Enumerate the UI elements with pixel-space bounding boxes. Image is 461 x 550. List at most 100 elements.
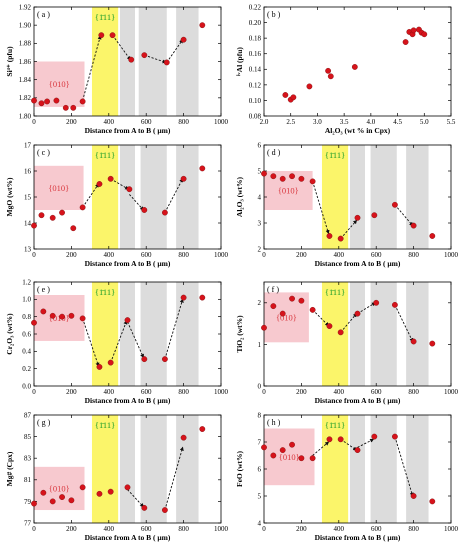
data-point [261,324,267,331]
x-tick-label: 800 [408,251,419,259]
zone-111-label: {1̄11} [95,420,115,430]
x-tick-label: 1000 [214,388,229,396]
y-tick-label: 0.8 [22,313,31,321]
x-axis-label: Al₂O₃ (wt % in Cpx) [325,126,391,135]
grey-band [370,282,397,386]
data-point [309,455,316,462]
y-tick-label: 1.92 [19,3,32,11]
x-tick-label: 1000 [444,525,459,533]
x-tick-label: 1000 [214,118,229,126]
data-point [279,310,286,317]
data-point [354,447,361,453]
data-point [180,175,187,182]
data-point [44,98,50,105]
x-tick-label: 600 [371,388,382,396]
data-point [38,212,45,219]
data-point [163,59,170,66]
grey-band [370,415,397,523]
panel-b: 2.0 2.5 3.0 3.5 4.0 4.5 5.0 5.5 0.08 0.10 0.12 0.14… [234,3,456,135]
trend-arrow [127,489,144,508]
x-tick-label: 800 [178,251,189,259]
zone-111-label: {1̄11} [325,287,345,297]
trend-arrow [312,441,330,456]
data-point [141,356,148,363]
y-tick-label: 87 [24,411,32,419]
x-tick-label: 400 [334,388,345,396]
y-tick-label: 0.10 [249,97,262,105]
x-tick-label: 200 [66,525,77,533]
x-tick-label: 600 [141,118,152,126]
data-point [180,294,187,301]
y-tick-label: 1.84 [19,76,32,84]
zone-010-box [34,295,85,341]
y-tick-label: 0.6 [22,330,31,338]
data-point [124,317,131,324]
data-point [126,186,133,193]
data-point [309,306,316,313]
x-tick-label: 800 [178,388,189,396]
data-point [98,32,105,39]
grey-band [176,415,199,523]
zone-111-label: {1̄11} [325,150,345,160]
data-point [141,207,148,213]
data-point [309,178,316,185]
trend-arrow [394,436,414,497]
data-point [279,175,286,182]
x-tick-label: 2.5 [286,118,295,126]
data-point [429,498,436,505]
y-tick-label: 0.16 [249,50,262,58]
panel-e: {1̄11} {010} 0 200 400 600 800 1000 0.0 0.2 0.4 0.6… [5,278,229,405]
zone-111-label: {1̄11} [95,12,115,22]
data-point [354,310,361,317]
grey-band [406,282,429,386]
y-tick-label: 0.22 [249,3,262,11]
y-axis-label: FeO (wt%) [235,450,244,487]
trend-arrow [340,219,358,239]
x-tick-label: 1000 [214,525,229,533]
plot-frame [33,414,222,524]
zone-111-band [91,7,119,116]
x-tick-label: 5.5 [447,118,456,126]
data-point [141,504,148,511]
x-tick-label: 1000 [444,251,459,259]
data-point [180,36,187,43]
y-axis-label: Cr₂O₃ (wt%) [5,313,14,355]
data-point [96,490,103,497]
grey-band [140,282,167,386]
panel-label: ( e ) [37,285,50,294]
data-point [70,104,77,111]
data-point [354,214,361,221]
data-point [161,507,168,513]
data-point [410,222,417,229]
data-point [31,97,37,104]
trend-arrow [127,321,144,359]
x-tick-label: 200 [66,118,77,126]
x-tick-label: 1000 [444,388,459,396]
grey-band [120,415,135,523]
data-point [337,436,344,443]
x-tick-label: 800 [178,118,189,126]
x-tick-label: 200 [296,525,307,533]
data-point [270,452,277,459]
data-point [96,364,103,370]
zone-010-label: {010} [279,452,300,462]
y-tick-label: 7 [258,438,262,446]
data-point [391,201,398,208]
y-tick-label: 81 [24,476,32,484]
y-tick-label: 0.12 [249,81,262,89]
panel-label: ( c ) [37,148,50,157]
x-axis-label: Distance from A to B ( μm) [315,396,401,405]
x-tick-label: 0 [32,525,36,533]
y-tick-label: 1.0 [22,296,31,304]
x-tick-label: 3.5 [340,118,349,126]
y-tick-label: 2 [258,299,262,307]
data-point [391,433,398,440]
panel-label: ( g ) [37,418,51,427]
y-tick-label: 0.2 [22,365,31,373]
zone-111-band [91,415,119,523]
data-point [161,356,168,363]
y-tick-label: 1.88 [19,40,32,48]
y-tick-label: 1 [258,341,262,349]
zone-010-box [34,61,85,107]
